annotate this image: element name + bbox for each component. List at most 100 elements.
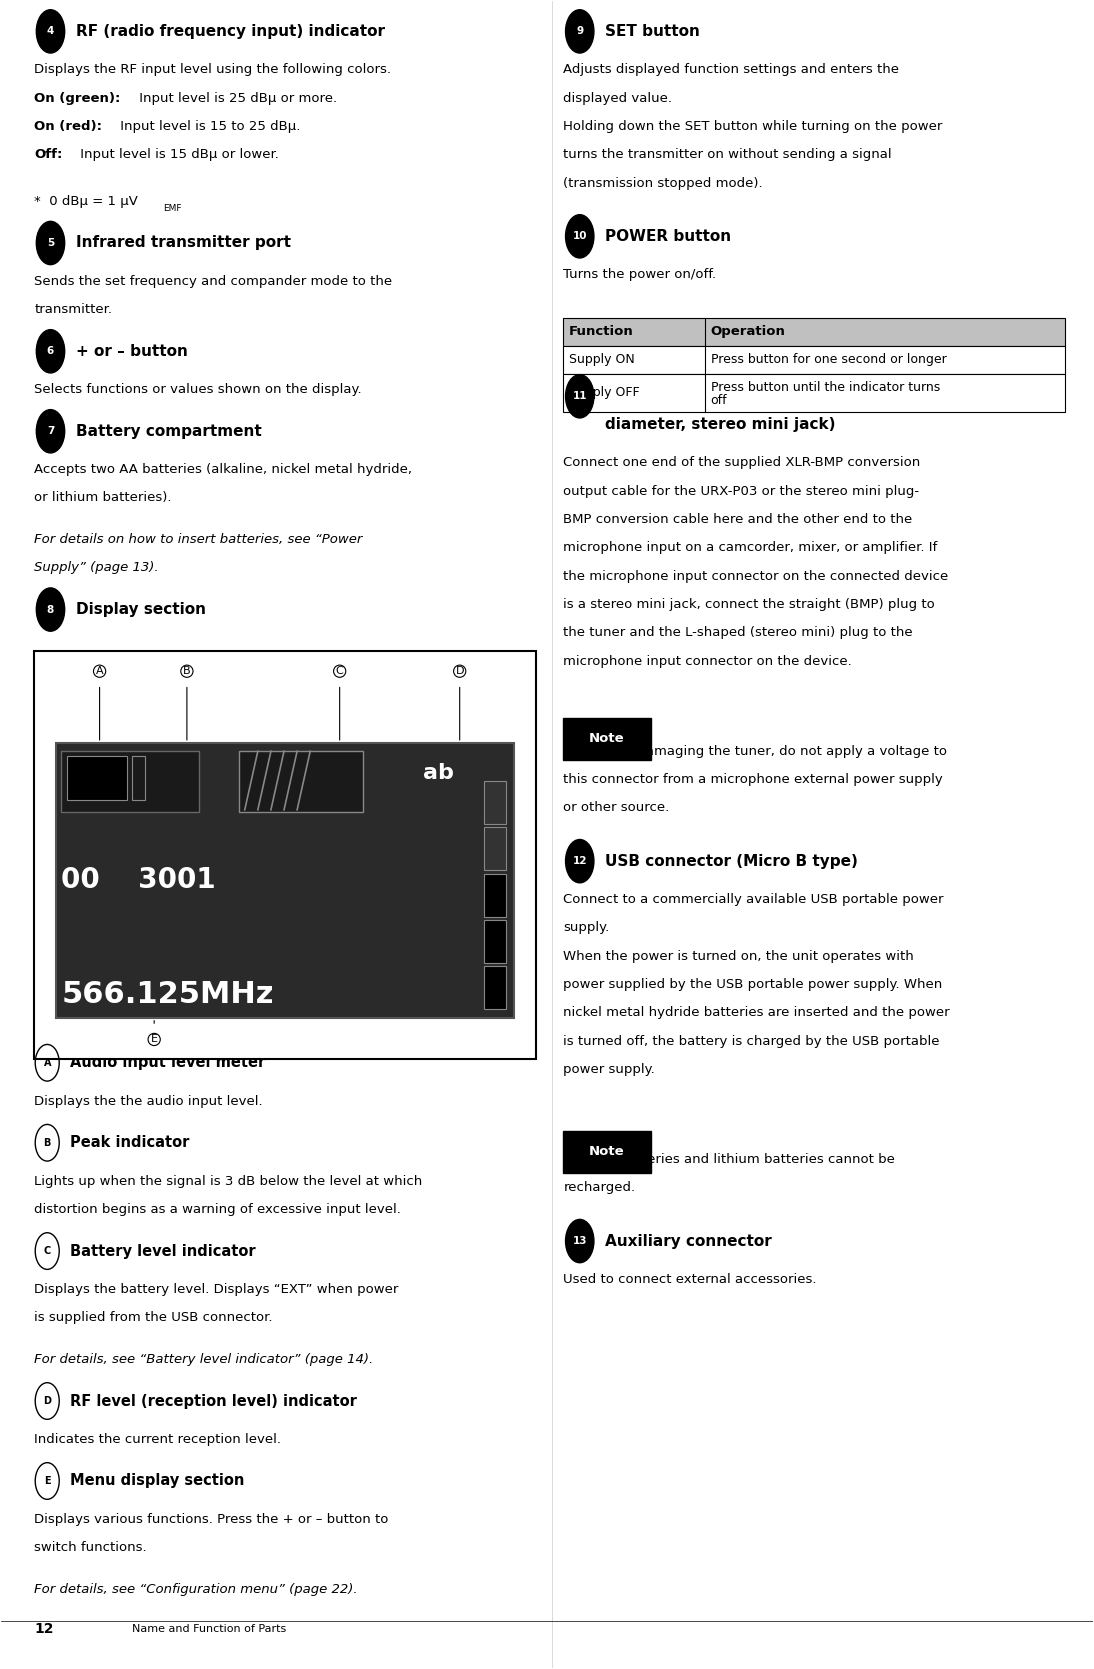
- Text: Displays the battery level. Displays “EXT” when power: Displays the battery level. Displays “EX…: [34, 1283, 398, 1295]
- Text: is supplied from the USB connector.: is supplied from the USB connector.: [34, 1312, 272, 1324]
- Text: Displays the RF input level using the following colors.: Displays the RF input level using the fo…: [34, 63, 392, 77]
- Text: A: A: [44, 1058, 51, 1068]
- Text: C: C: [44, 1247, 50, 1257]
- Text: Press button for one second or longer: Press button for one second or longer: [711, 354, 946, 366]
- Text: B: B: [44, 1138, 51, 1148]
- FancyBboxPatch shape: [34, 651, 536, 1060]
- Text: Peak indicator: Peak indicator: [70, 1135, 189, 1150]
- Text: RF (radio frequency input) indicator: RF (radio frequency input) indicator: [75, 23, 385, 38]
- Circle shape: [566, 10, 594, 53]
- FancyBboxPatch shape: [563, 319, 1066, 345]
- Text: 5: 5: [47, 239, 54, 249]
- Text: Connect to a commercially available USB portable power: Connect to a commercially available USB …: [563, 893, 944, 906]
- Text: or other source.: or other source.: [563, 801, 670, 814]
- FancyBboxPatch shape: [132, 756, 146, 799]
- Circle shape: [566, 840, 594, 883]
- Text: switch functions.: switch functions.: [34, 1540, 147, 1554]
- Text: Function: Function: [569, 325, 633, 339]
- Text: RF level (reception level) indicator: RF level (reception level) indicator: [70, 1394, 357, 1409]
- Text: POWER button: POWER button: [605, 229, 731, 244]
- Text: 10: 10: [572, 232, 587, 242]
- Text: nickel metal hydride batteries are inserted and the power: nickel metal hydride batteries are inser…: [563, 1006, 950, 1020]
- Text: Adjusts displayed function settings and enters the: Adjusts displayed function settings and …: [563, 63, 899, 77]
- Text: Input level is 15 dBμ or lower.: Input level is 15 dBμ or lower.: [75, 149, 279, 162]
- Text: diameter, stereo mini jack): diameter, stereo mini jack): [605, 417, 836, 432]
- Text: 6: 6: [47, 345, 54, 355]
- Text: For details, see “Configuration menu” (page 22).: For details, see “Configuration menu” (p…: [34, 1582, 358, 1596]
- Circle shape: [36, 587, 65, 631]
- Text: 12: 12: [572, 856, 587, 866]
- Text: Selects functions or values shown on the display.: Selects functions or values shown on the…: [34, 384, 362, 396]
- Text: ab: ab: [422, 763, 454, 783]
- Text: 12: 12: [34, 1622, 54, 1636]
- Text: B: B: [183, 666, 190, 676]
- Text: Note: Note: [590, 733, 625, 744]
- Text: + or – button: + or – button: [75, 344, 187, 359]
- Text: 9: 9: [577, 27, 583, 37]
- Circle shape: [36, 409, 65, 452]
- Text: Connect one end of the supplied XLR-BMP conversion: Connect one end of the supplied XLR-BMP …: [563, 456, 921, 469]
- Text: 00    3001: 00 3001: [61, 866, 216, 895]
- Text: For details on how to insert batteries, see “Power: For details on how to insert batteries, …: [34, 532, 362, 546]
- Text: Note: Note: [590, 1145, 625, 1158]
- Text: Operation: Operation: [711, 325, 785, 339]
- FancyBboxPatch shape: [56, 743, 514, 1018]
- Text: USB connector (Micro B type): USB connector (Micro B type): [605, 853, 858, 868]
- Text: E: E: [44, 1475, 50, 1485]
- Text: BMP conversion cable here and the other end to the: BMP conversion cable here and the other …: [563, 512, 912, 526]
- Text: is turned off, the battery is charged by the USB portable: is turned off, the battery is charged by…: [563, 1035, 940, 1048]
- Text: A: A: [96, 666, 104, 676]
- Text: recharged.: recharged.: [563, 1182, 636, 1195]
- Circle shape: [36, 222, 65, 265]
- Text: displayed value.: displayed value.: [563, 92, 673, 105]
- Circle shape: [566, 215, 594, 259]
- Text: Input level is 15 to 25 dBμ.: Input level is 15 to 25 dBμ.: [116, 120, 301, 134]
- Text: OUTPUT (audio output) connector (3.5-mm: OUTPUT (audio output) connector (3.5-mm: [605, 389, 973, 404]
- Text: Menu display section: Menu display section: [70, 1474, 245, 1489]
- Text: Holding down the SET button while turning on the power: Holding down the SET button while turnin…: [563, 120, 943, 134]
- Text: 11: 11: [572, 391, 587, 401]
- Text: E: E: [151, 1035, 158, 1045]
- FancyBboxPatch shape: [240, 751, 363, 811]
- Text: microphone input on a camcorder, mixer, or amplifier. If: microphone input on a camcorder, mixer, …: [563, 541, 938, 554]
- Text: turns the transmitter on without sending a signal: turns the transmitter on without sending…: [563, 149, 892, 162]
- Text: For details, see “Battery level indicator” (page 14).: For details, see “Battery level indicato…: [34, 1354, 373, 1365]
- Text: Battery level indicator: Battery level indicator: [70, 1243, 256, 1258]
- Text: 566.125MHz: 566.125MHz: [61, 980, 274, 1010]
- Text: off: off: [711, 394, 728, 407]
- Text: output cable for the URX-P03 or the stereo mini plug-: output cable for the URX-P03 or the ster…: [563, 484, 919, 497]
- Text: Supply OFF: Supply OFF: [569, 387, 640, 399]
- Text: Turns the power on/off.: Turns the power on/off.: [563, 269, 717, 280]
- FancyBboxPatch shape: [484, 920, 505, 963]
- Text: 4: 4: [47, 27, 55, 37]
- Text: Displays the the audio input level.: Displays the the audio input level.: [34, 1095, 263, 1108]
- Text: *  0 dBμ = 1 μV: * 0 dBμ = 1 μV: [34, 195, 138, 209]
- Text: Press button until the indicator turns: Press button until the indicator turns: [711, 381, 940, 394]
- FancyBboxPatch shape: [484, 828, 505, 870]
- Circle shape: [36, 10, 65, 53]
- Text: SET button: SET button: [605, 23, 700, 38]
- Text: On (red):: On (red):: [34, 120, 102, 134]
- Text: Audio input level meter: Audio input level meter: [70, 1055, 266, 1070]
- Text: supply.: supply.: [563, 921, 609, 935]
- Circle shape: [36, 330, 65, 372]
- FancyBboxPatch shape: [563, 718, 651, 759]
- Text: EMF: EMF: [163, 204, 182, 212]
- Text: Auxiliary connector: Auxiliary connector: [605, 1233, 771, 1248]
- Text: D: D: [44, 1395, 51, 1405]
- FancyBboxPatch shape: [484, 781, 505, 824]
- Text: Sends the set frequency and compander mode to the: Sends the set frequency and compander mo…: [34, 275, 393, 287]
- FancyBboxPatch shape: [563, 374, 1066, 412]
- Text: Displays various functions. Press the + or – button to: Displays various functions. Press the + …: [34, 1512, 388, 1525]
- Text: distortion begins as a warning of excessive input level.: distortion begins as a warning of excess…: [34, 1203, 401, 1217]
- Text: Used to connect external accessories.: Used to connect external accessories.: [563, 1273, 817, 1285]
- FancyBboxPatch shape: [484, 966, 505, 1010]
- Text: 7: 7: [47, 426, 55, 436]
- Text: 8: 8: [47, 604, 54, 614]
- Text: Supply ON: Supply ON: [569, 354, 635, 366]
- Text: C: C: [336, 666, 344, 676]
- Text: Name and Function of Parts: Name and Function of Parts: [132, 1624, 287, 1634]
- Text: On (green):: On (green):: [34, 92, 120, 105]
- FancyBboxPatch shape: [563, 345, 1066, 374]
- Text: microphone input connector on the device.: microphone input connector on the device…: [563, 654, 852, 668]
